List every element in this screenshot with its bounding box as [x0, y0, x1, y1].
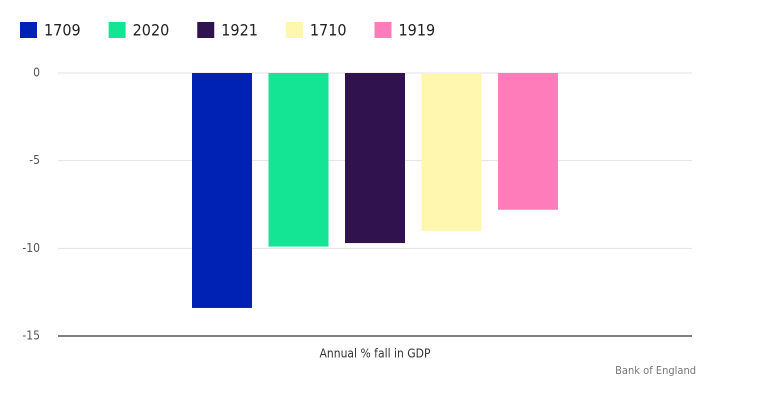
- y-tick-label: 0: [33, 66, 40, 80]
- legend-label: 1921: [221, 21, 258, 40]
- y-tick-label: -10: [22, 241, 40, 255]
- y-tick-label: -5: [29, 153, 40, 167]
- bar: [345, 73, 405, 244]
- x-tick-label: Annual % fall in GDP: [320, 347, 431, 361]
- legend-swatch: [374, 22, 392, 38]
- legend-label: 1709: [44, 21, 81, 40]
- bar: [498, 73, 558, 210]
- legend-swatch: [197, 22, 215, 38]
- bar: [268, 73, 329, 247]
- legend-swatch: [108, 22, 126, 38]
- legend-label: 2020: [133, 21, 170, 40]
- legend-label: 1919: [399, 21, 436, 40]
- bar: [192, 73, 252, 308]
- source: Bank of England: [615, 364, 696, 377]
- y-tick-label: -15: [22, 329, 40, 343]
- legend-label: 1710: [310, 21, 347, 40]
- legend-swatch: [285, 22, 303, 38]
- bar: [421, 73, 482, 231]
- legend-swatch: [20, 22, 37, 38]
